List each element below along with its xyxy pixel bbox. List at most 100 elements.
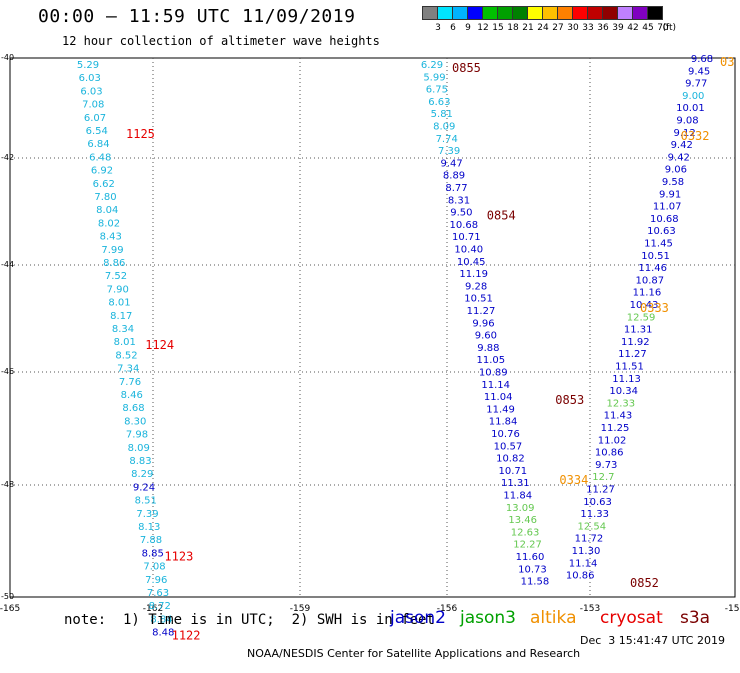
- swh-value: 10.86: [566, 571, 595, 582]
- swh-value: 11.84: [503, 491, 532, 502]
- swh-value: 10.51: [641, 251, 670, 262]
- y-tick-label: -44: [1, 260, 14, 269]
- swh-value: 9.28: [465, 281, 487, 292]
- y-tick-label: -48: [1, 480, 14, 489]
- swh-value: 8.09: [128, 443, 150, 454]
- y-tick-label: -46: [1, 367, 14, 376]
- plot-frame: [9, 57, 736, 598]
- swh-value: 6.29: [421, 60, 443, 71]
- swh-value: 9.12: [673, 128, 695, 139]
- swh-value: 10.76: [491, 429, 520, 440]
- swh-value: 11.49: [486, 404, 515, 415]
- pass-time-label: 1125: [126, 127, 155, 141]
- legend-labels: (ft) 3 6 9 12 15 18 21 24 27 30 33 36 39 42 45 70: [422, 20, 676, 34]
- swh-value: 8.31: [448, 195, 470, 206]
- swh-value: 10.63: [583, 497, 612, 508]
- legend-label: 6: [450, 23, 456, 33]
- swh-value: 12.33: [606, 398, 635, 409]
- color-legend: (ft) 3 6 9 12 15 18 21 24 27 30 33 36 39 42 45 70: [422, 6, 676, 34]
- pass-time-label: 0853: [555, 393, 584, 407]
- swh-value: 6.63: [428, 97, 450, 108]
- swh-value: 11.33: [580, 509, 609, 520]
- swh-value: 10.51: [464, 294, 493, 305]
- swh-value: 11.72: [575, 534, 604, 545]
- swh-value: 8.84: [150, 614, 172, 625]
- swh-value: 8.83: [129, 456, 151, 467]
- swh-value: 11.51: [615, 362, 644, 373]
- swh-value: 5.81: [431, 109, 453, 120]
- swh-value: 11.05: [476, 355, 505, 366]
- satellite-name-cryosat: cryosat: [600, 608, 663, 628]
- swh-value: 11.19: [459, 269, 488, 280]
- swh-value: 10.71: [499, 466, 528, 477]
- legend-label: 39: [612, 23, 624, 33]
- footer-credit: NOAA/NESDIS Center for Satellite Applica…: [247, 647, 581, 660]
- swh-value: 6.48: [89, 152, 111, 163]
- swh-value: 11.30: [572, 546, 601, 557]
- pass-time-label: 1124: [145, 338, 174, 352]
- legend-label: 3: [435, 23, 441, 33]
- map-plot: -40 -42 -44 -46 -48 -50 -165 -162 -159 -156 -153 -1…: [0, 53, 740, 643]
- swh-value: 10.68: [650, 214, 679, 225]
- swh-value: 11.46: [638, 263, 667, 274]
- swh-value: 6.03: [79, 73, 101, 84]
- swh-value: 8.01: [108, 298, 130, 309]
- y-tick-label: -50: [1, 592, 14, 601]
- swh-value: 11.27: [618, 349, 647, 360]
- swh-value: 12.63: [511, 527, 540, 538]
- swh-value: 9.45: [688, 66, 710, 77]
- swh-value: 10.43: [630, 300, 659, 311]
- satellite-name-s3a: s3a: [680, 608, 711, 628]
- swh-value: 6.03: [80, 86, 102, 97]
- pass-time-label: 0855: [452, 61, 481, 75]
- swh-value: 8.52: [115, 350, 137, 361]
- swh-value: 9.47: [440, 158, 462, 169]
- swh-value: 9.08: [676, 116, 698, 127]
- swh-value: 9.42: [671, 140, 693, 151]
- swh-value: 10.63: [647, 226, 676, 237]
- swh-value: 9.68: [691, 54, 713, 65]
- legend-label: 36: [597, 23, 609, 33]
- swh-value: 9.73: [595, 460, 617, 471]
- swh-value: 8.68: [122, 403, 144, 414]
- legend-label: 15: [492, 23, 504, 33]
- footer-timestamp: Dec 3 15:41:47 UTC 2019: [580, 634, 725, 647]
- legend-label: 30: [567, 23, 579, 33]
- swh-value: 12.54: [577, 521, 606, 532]
- swh-value: 7.39: [136, 509, 158, 520]
- swh-value: 11.31: [501, 478, 530, 489]
- swh-value: 11.43: [604, 411, 633, 422]
- swh-value: 9.58: [662, 177, 684, 188]
- swh-value: 5.29: [77, 60, 99, 71]
- legend-label: 9: [465, 23, 471, 33]
- swh-value: 7.74: [436, 134, 458, 145]
- swh-value: 10.01: [676, 103, 705, 114]
- legend-swatch: [647, 6, 663, 20]
- swh-value: 8.34: [112, 324, 134, 335]
- swh-value: 8.85: [142, 548, 164, 559]
- satellite-name-altika: altika: [530, 608, 577, 628]
- swh-value: 11.58: [521, 577, 550, 588]
- swh-value: 10.73: [518, 564, 547, 575]
- swh-value: 8.46: [121, 390, 143, 401]
- swh-value: 9.00: [682, 91, 704, 102]
- swh-value: 11.02: [598, 435, 627, 446]
- legend-label: 18: [507, 23, 519, 33]
- pass-time-label: 1122: [172, 629, 201, 643]
- swh-value: 7.99: [101, 245, 123, 256]
- swh-value: 11.31: [624, 325, 653, 336]
- swh-value: 7.08: [82, 100, 104, 111]
- legend-label: 33: [582, 23, 594, 33]
- swh-value: 7.96: [145, 575, 167, 586]
- swh-value: 13.46: [508, 515, 537, 526]
- x-tick-label: -153: [580, 604, 600, 614]
- swh-value: 9.50: [450, 208, 472, 219]
- footnote: note: 1) Time is in UTC; 2) SWH is in fe…: [64, 612, 435, 628]
- pass-time-label: 1123: [164, 549, 193, 563]
- swh-value: 6.75: [426, 85, 448, 96]
- swh-value: 10.87: [635, 275, 664, 286]
- pass-time-label: 0852: [630, 576, 659, 590]
- swh-value: 11.14: [569, 558, 598, 569]
- swh-value: 10.40: [454, 245, 483, 256]
- legend-unit: (ft): [662, 23, 676, 33]
